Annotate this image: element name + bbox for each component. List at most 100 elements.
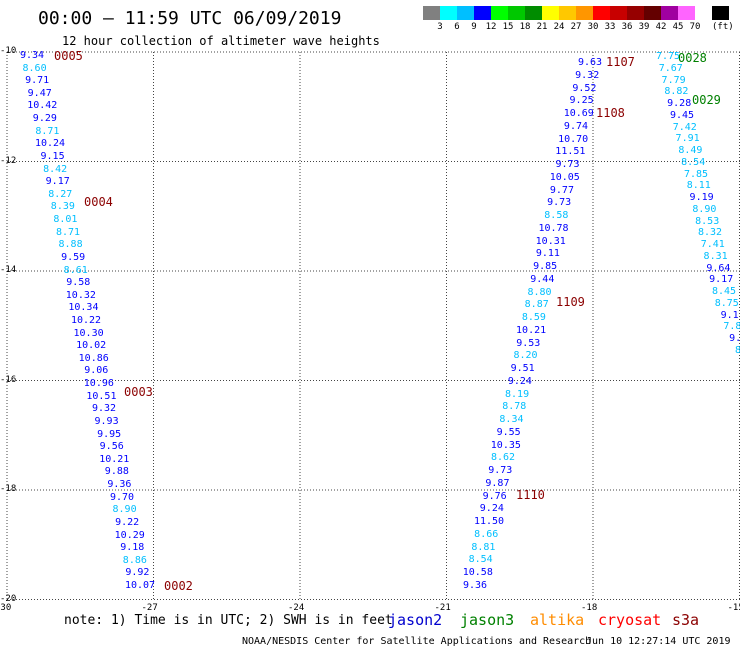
wave-height-value: 10.34: [68, 302, 99, 314]
legend-tick-label: 15: [502, 22, 514, 32]
legend-tick-label: 18: [519, 22, 531, 32]
wave-height-value: 8.59: [521, 312, 546, 324]
wave-height-value: 7.42: [672, 121, 697, 133]
wave-height-value: 9.18: [120, 542, 145, 554]
wave-height-value: 9.17: [709, 274, 734, 286]
pass-number-label: 0028: [678, 51, 707, 65]
wave-height-value: 7.91: [675, 133, 700, 145]
pass-number-label: 0002: [164, 579, 193, 593]
legend-tick-label: 21: [536, 22, 548, 32]
wave-height-value: 10.58: [462, 567, 493, 579]
legend-swatch: [457, 6, 474, 20]
wave-height-value: 11.51: [555, 146, 586, 158]
wave-height-value: 9.59: [61, 251, 86, 263]
longitude-tick-label: -27: [141, 603, 158, 613]
mission-label-s3a: s3a: [672, 611, 700, 629]
latitude-tick-label: -14: [0, 265, 17, 275]
wave-height-value: 9.92: [125, 567, 150, 579]
wave-height-value: 9.32: [575, 69, 600, 81]
legend-swatch: [695, 6, 712, 20]
map-subtitle: 12 hour collection of altimeter wave hei…: [62, 34, 380, 48]
wave-height-value: 9.85: [533, 261, 558, 273]
wave-height-value: 8.45: [711, 286, 737, 298]
pass-number-label: 1110: [516, 488, 545, 502]
wave-height-value: 8.90: [112, 504, 137, 516]
wave-height-value: 10.30: [73, 327, 104, 339]
legend-tick-label: 3: [437, 22, 443, 32]
footer-note: note: 1) Time is in UTC; 2) SWH is in fe…: [64, 613, 393, 628]
latitude-tick-label: -20: [0, 593, 17, 604]
wave-height-value: 9.74: [563, 120, 589, 132]
wave-height-value: 9.29: [32, 113, 57, 125]
wave-height-value: 8.62: [491, 452, 516, 464]
wave-height-value: 8.87: [524, 299, 549, 311]
legend-swatch: [644, 6, 661, 20]
legend-swatch: [491, 6, 508, 20]
wave-height-value: 9.73: [547, 197, 572, 209]
mission-label-cryosat: cryosat: [598, 611, 662, 629]
wave-height-value: 10.24: [34, 138, 66, 150]
wave-height-value: 9.64: [706, 262, 731, 274]
wave-height-value: 8.82: [664, 86, 689, 98]
legend-swatch: [440, 6, 457, 20]
legend-tick-label: 36: [621, 22, 633, 32]
pass-number-label: 0005: [54, 49, 83, 63]
pass-number-label: 1109: [556, 295, 585, 309]
wave-height-value: 9.19: [689, 192, 714, 204]
wave-height-value: 7.85: [683, 168, 709, 180]
wave-height-value: 8.80: [527, 286, 552, 298]
wave-height-value: 9.45: [669, 109, 695, 121]
legend-tick-label: 30: [587, 22, 599, 32]
mission-label-altika: altika: [530, 611, 585, 629]
latitude-tick-label: -16: [0, 374, 17, 385]
wave-height-value: 9.36: [107, 479, 132, 491]
wave-height-value: 9.34: [19, 50, 45, 61]
mission-label-jason2: jason2: [388, 611, 443, 629]
wave-height-value: 8.54: [681, 156, 706, 168]
wave-height-value: 10.35: [490, 439, 521, 451]
wave-height-value: 8.90: [692, 203, 717, 215]
wave-height-value: 9.73: [488, 465, 513, 477]
wave-height-value: 8.88: [58, 239, 83, 251]
legend-swatch: [542, 6, 559, 20]
legend-tick-label: 6: [454, 22, 460, 32]
legend-swatch: [508, 6, 525, 20]
longitude-tick-label: -21: [434, 603, 451, 613]
wave-height-value: 9.36: [462, 580, 488, 591]
wave-height-value: 9.28: [667, 98, 692, 110]
longitude-tick-label: -15: [727, 603, 740, 613]
wave-height-value: 9.87: [485, 477, 510, 489]
legend-swatch: [593, 6, 610, 20]
wave-height-value: 9.1: [720, 309, 739, 321]
legend-tick-label: 27: [570, 22, 582, 32]
legend-tick-label: 33: [604, 22, 616, 32]
wave-height-value: 10.51: [86, 390, 117, 402]
wave-height-value: 8.32: [697, 227, 723, 239]
latitude-tick-label: -18: [0, 484, 17, 494]
wave-height-value: 9.93: [94, 415, 119, 427]
latitude-tick-label: -10: [0, 46, 17, 56]
wave-height-value: 8.27: [48, 188, 73, 200]
wave-height-value: 7.41: [700, 239, 725, 251]
legend-tick-label: 12: [485, 22, 497, 32]
wave-height-value: 8.86: [122, 554, 147, 566]
wave-height-value: 9.76: [482, 490, 507, 502]
wave-height-value: 10.42: [27, 100, 58, 112]
wave-height-value: 9.25: [569, 95, 594, 107]
color-scale-legend: [423, 6, 729, 20]
wave-height-value: 8.75: [714, 297, 739, 309]
legend-swatch: [576, 6, 593, 20]
wave-height-value: 8.49: [678, 145, 703, 157]
pass-number-label: 0003: [124, 385, 153, 399]
wave-height-value: 8.53: [695, 215, 720, 227]
wave-height-value: 9.88: [104, 466, 129, 478]
pass-number-label: 0004: [84, 195, 113, 209]
pass-number-label: 0029: [692, 93, 721, 107]
wave-height-value: 10.29: [114, 529, 145, 541]
wave-height-value: 8.71: [55, 226, 81, 238]
wave-height-value: 9.71: [25, 75, 50, 87]
wave-height-value: 10.02: [76, 340, 107, 352]
mission-label-jason3: jason3: [460, 611, 515, 629]
wave-height-value: 8.61: [63, 264, 88, 276]
